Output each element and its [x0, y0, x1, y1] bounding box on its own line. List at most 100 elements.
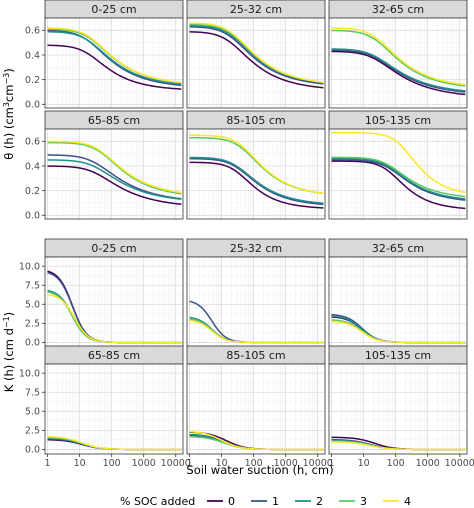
y-tick-label: 0.6	[25, 26, 40, 37]
legend-item-2: 2	[295, 495, 323, 508]
panel-k-5: 85-105 cm 1 10 100 1000 10000	[186, 345, 333, 469]
y-tick-label: 7.5	[25, 388, 40, 399]
panel-background	[187, 18, 325, 108]
facet-title: 65-85 cm	[88, 114, 140, 127]
facet-title: 0-25 cm	[91, 242, 136, 255]
series-line-2	[189, 156, 324, 204]
y-tick-label: 0.0	[25, 100, 40, 111]
series-line-2	[47, 31, 182, 85]
y-tick-label: 5.0	[25, 407, 40, 418]
legend-label: 1	[272, 495, 279, 508]
panel-theta-3: 32-65 cm	[328, 0, 468, 109]
facet-title: 25-32 cm	[230, 3, 282, 16]
x-tick-label: 100	[103, 458, 121, 469]
legend-label: 3	[360, 495, 367, 508]
facet-title: 85-105 cm	[226, 114, 285, 127]
series-line-0	[189, 31, 324, 89]
series-line-4	[189, 22, 324, 84]
legend: % SOC added 0 1 2 3 4	[120, 495, 411, 508]
x-tick-label: 100	[387, 458, 405, 469]
y-tick-label: 2.5	[25, 319, 40, 330]
panel-border	[186, 17, 326, 109]
panel-background	[187, 364, 325, 454]
y-tick-label: 5.0	[25, 300, 40, 311]
series-line-1	[331, 49, 466, 93]
y-tick-label: 0.0	[25, 445, 40, 456]
x-tick-label: 1	[187, 458, 193, 469]
panel-background	[45, 257, 183, 347]
series-line-4	[331, 27, 466, 86]
panel-theta-1: 0-25 cm 0.0 0.2 0.4 0.6	[25, 0, 184, 111]
y-tick-label: 0.4	[25, 50, 40, 61]
series-line-3	[331, 156, 466, 198]
series-line-4	[47, 27, 182, 84]
panels-layer: 0-25 cm 0.0 0.2 0.4 0.6 25-32 cm 32-65 cm 65-85…	[19, 0, 474, 469]
series-line-4	[47, 293, 182, 344]
legend-item-1: 1	[251, 495, 279, 508]
y-axis-title-top: θ (h) (cm3cm−3)	[2, 68, 16, 160]
legend-title: % SOC added	[120, 495, 195, 508]
series-line-1	[47, 154, 182, 200]
x-tick-label: 10000	[161, 458, 191, 469]
facet-title: 85-105 cm	[226, 349, 285, 362]
y-tick-label: 0.2	[25, 186, 40, 197]
facet-title: 65-85 cm	[88, 349, 140, 362]
y-tick-label: 10.0	[19, 261, 40, 272]
series-line-3	[331, 29, 466, 87]
x-axis-title: Soil water suction (h, cm)	[186, 463, 333, 477]
legend-item-4: 4	[383, 495, 411, 508]
panel-theta-2: 25-32 cm	[186, 0, 326, 109]
x-tick-label: 10	[216, 458, 228, 469]
series-line-0	[47, 44, 182, 90]
series-line-0	[331, 50, 466, 96]
x-tick-label: 10	[358, 458, 370, 469]
legend-label: 0	[228, 495, 235, 508]
panel-k-6: 105-135 cm 1 10 100 1000 10000	[328, 345, 474, 469]
panel-border	[328, 363, 468, 455]
panel-background	[45, 129, 183, 219]
series-line-4	[189, 134, 324, 194]
series-line-3	[47, 141, 182, 195]
y-tick-label: 0.0	[25, 338, 40, 349]
panel-border	[186, 363, 326, 455]
panel-border	[44, 363, 184, 455]
series-line-0	[189, 161, 324, 209]
x-tick-label: 1000	[416, 458, 440, 469]
series-line-0	[47, 165, 182, 206]
panel-background	[187, 257, 325, 347]
legend-label: 2	[316, 495, 323, 508]
y-tick-label: 0.6	[25, 137, 40, 148]
panel-k-2: 25-32 cm	[186, 238, 326, 348]
y-tick-label: 7.5	[25, 281, 40, 292]
series-line-1	[189, 26, 324, 85]
x-tick-label: 10000	[445, 458, 474, 469]
panel-border	[186, 128, 326, 220]
series-line-4	[189, 319, 324, 344]
x-tick-label: 1	[45, 458, 51, 469]
panel-border	[44, 128, 184, 220]
panel-theta-4: 65-85 cm 0.0 0.2 0.4 0.6	[25, 110, 184, 222]
series-line-4	[47, 140, 182, 194]
panel-border	[44, 17, 184, 109]
panel-background	[329, 364, 467, 454]
series-line-4	[47, 436, 182, 451]
facet-title: 105-135 cm	[365, 114, 431, 127]
panel-background	[329, 18, 467, 108]
y-tick-label: 10.0	[19, 368, 40, 379]
facet-title: 105-135 cm	[365, 349, 431, 362]
series-line-2	[47, 159, 182, 200]
legend-label: 4	[404, 495, 411, 508]
series-line-4	[331, 320, 466, 344]
x-tick-label: 100	[245, 458, 263, 469]
panel-k-1: 0-25 cm 0.0 2.5 5.0 7.5 10.0	[19, 238, 184, 349]
panel-background	[187, 129, 325, 219]
x-tick-label: 1000	[274, 458, 298, 469]
panel-k-4: 65-85 cm 0.0 2.5 5.0 7.5 10.0 1 10 100 1000 10000	[19, 345, 191, 469]
x-tick-label: 10000	[303, 458, 333, 469]
facet-title: 32-65 cm	[372, 242, 424, 255]
series-line-1	[189, 157, 324, 206]
series-line-0	[331, 160, 466, 210]
series-line-1	[47, 29, 182, 87]
series-line-2	[331, 48, 466, 92]
series-line-1	[331, 159, 466, 201]
